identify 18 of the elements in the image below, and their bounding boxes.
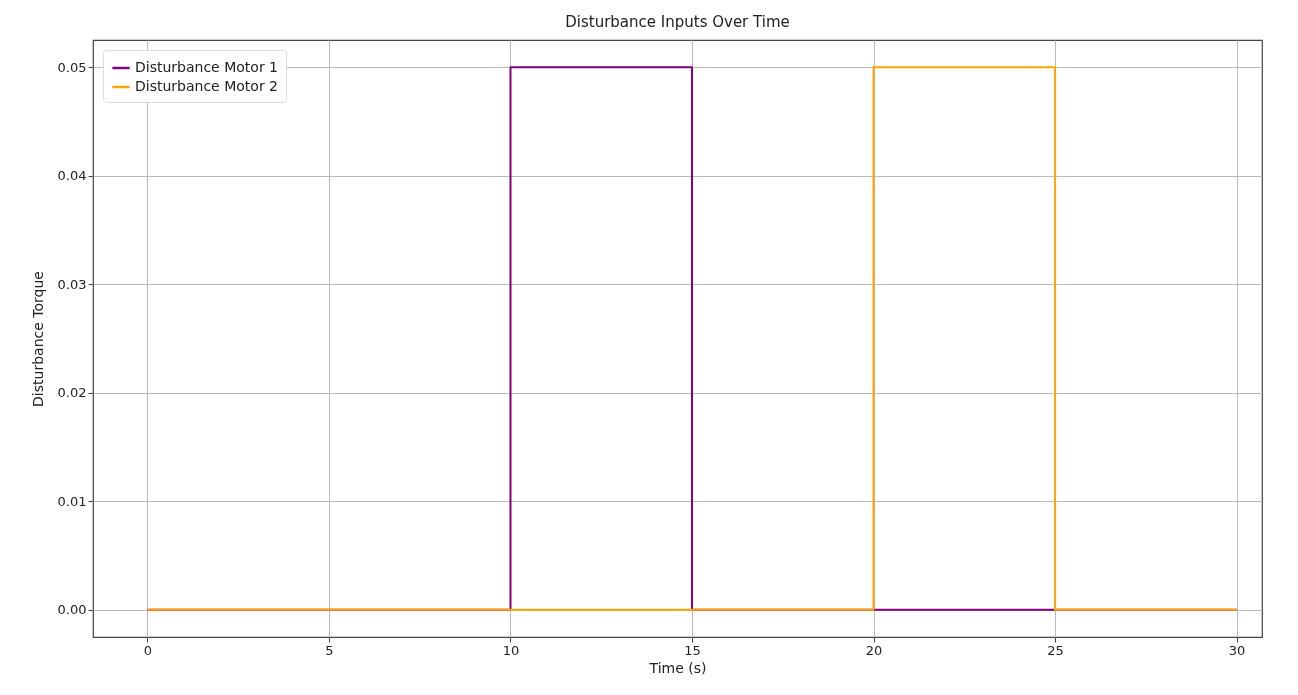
- y-tick-label: 0.05: [57, 59, 87, 75]
- y-tick-label: 0.02: [57, 385, 87, 401]
- x-tick-label: 15: [684, 642, 701, 658]
- y-tick-label: 0.03: [57, 276, 87, 292]
- y-tick-label: 0.04: [57, 168, 87, 184]
- x-tick-label: 30: [1228, 642, 1246, 658]
- legend-label: Disturbance Motor 2: [135, 78, 278, 94]
- x-tick-label: 5: [325, 642, 334, 658]
- legend-label: Disturbance Motor 1: [135, 59, 278, 75]
- chart-title: Disturbance Inputs Over Time: [565, 13, 790, 31]
- y-tick-label: 0.00: [57, 602, 87, 618]
- y-axis-title: Disturbance Torque: [29, 271, 46, 407]
- x-tick-label: 25: [1047, 642, 1064, 658]
- x-tick-label: 0: [143, 642, 153, 658]
- x-tick-label: 20: [865, 642, 883, 658]
- x-tick-label: 10: [502, 642, 520, 658]
- y-tick-label: 0.01: [57, 493, 87, 509]
- x-axis-title: Time (s): [648, 659, 707, 676]
